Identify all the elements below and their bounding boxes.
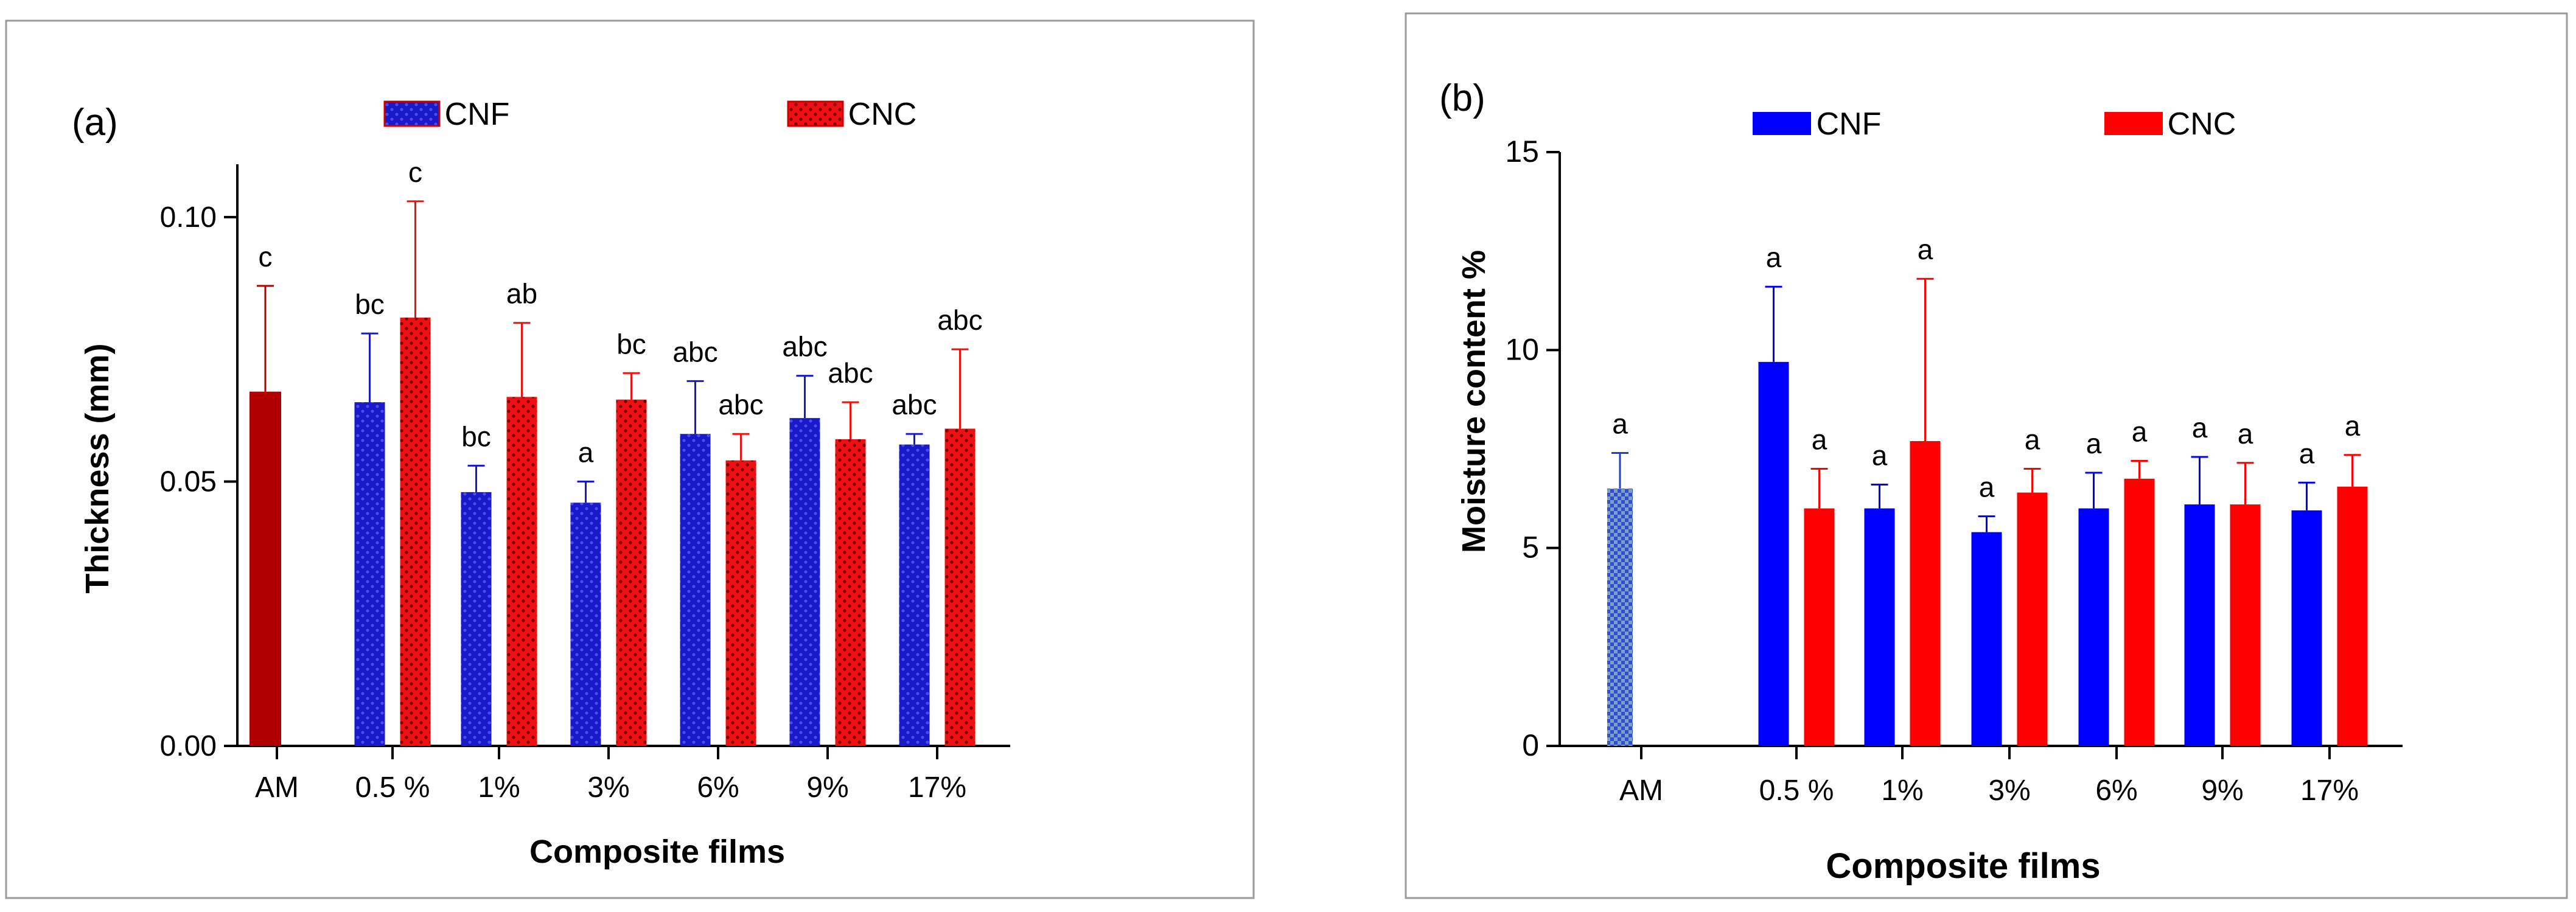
panel-a-y-axis-title: Thickness (mm) [79,343,116,593]
cnf-2-bar [1864,508,1895,746]
cnf-6-significance-label: abc [892,389,937,420]
x-tick-label: 3% [587,771,629,804]
legend-swatch-cnc [2104,112,2163,135]
legend-label-cnc: CNC [848,97,917,132]
cnc-6-bar [944,428,976,746]
control-am-significance-label: c [259,241,273,273]
panel-b-x-axis-title: Composite films [1826,846,2100,886]
cnf-5-significance-label: a [2192,412,2208,444]
cnc-1-bar [400,318,431,746]
cnc-1-bar [1804,508,1835,746]
x-tick-label: 1% [478,771,520,804]
x-tick-label: 1% [1881,775,1923,807]
cnf-5-bar [2184,504,2215,746]
panel-a-x-axis-title: Composite films [529,834,785,870]
cnf-2-significance-label: bc [461,420,491,452]
cnf-1-bar [1758,361,1789,746]
cnf-2-bar [461,492,492,746]
panel-a: (a) Thickness (mm) Composite films CNF CN… [5,19,1255,899]
cnf-3-significance-label: a [578,436,594,468]
legend-label-cnf: CNF [445,97,510,132]
cnc-5-significance-label: abc [828,357,873,389]
legend-swatch-cnc [787,100,844,127]
cnc-5-bar [835,439,866,746]
cnc-3-significance-label: bc [616,328,646,360]
x-tick-label: 17% [908,771,966,804]
cnf-1-significance-label: a [1766,242,1782,273]
cnc-1-significance-label: a [1812,424,1827,456]
cnf-3-bar [1971,532,2002,746]
cnf-6-significance-label: a [2299,437,2315,469]
cnc-6-bar [2337,486,2368,746]
cnc-4-significance-label: a [2132,416,2148,448]
cnc-3-bar [2017,492,2048,746]
cnf-6-bar [2291,510,2322,746]
legend-label-cnc: CNC [2168,106,2236,142]
y-tick-label: 0.00 [160,730,217,762]
cnf-4-bar [680,434,711,746]
cnf-5-bar [789,418,820,746]
x-tick-label: 6% [2095,775,2137,807]
cnf-4-bar [2078,508,2109,746]
cnf-1-bar [354,402,385,746]
y-tick-label: 0.05 [160,465,217,498]
legend-label-cnf: CNF [1817,106,1882,142]
legend-swatch-cnf [1753,112,1811,135]
panel-a-legend: CNF CNC [383,97,917,132]
cnf-1-significance-label: bc [355,288,385,320]
cnf-6-bar [899,444,930,746]
cnf-3-significance-label: a [1979,472,1995,503]
control-am-bar [1607,489,1633,746]
x-tick-label: 17% [2300,775,2359,807]
y-tick-label: 5 [1522,531,1539,565]
panel-b-axes: 0 5 10 15 AM 0.5 % 1% 3% 6% 9% 17% [1505,134,2403,807]
x-tick-label: 3% [1988,775,2030,807]
cnc-3-bar [616,399,647,746]
control-am-bar [250,391,281,746]
y-tick-label: 10 [1505,332,1539,366]
cnc-2-bar [506,397,537,746]
cnc-3-significance-label: a [2025,424,2040,456]
cnc-2-significance-label: a [1918,234,1933,265]
panel-a-frame [5,19,1255,899]
panel-a-label: (a) [72,102,118,144]
cnf-4-significance-label: abc [672,336,717,367]
y-tick-label: 0 [1522,728,1539,762]
cnc-4-significance-label: abc [718,389,763,420]
x-tick-label: AM [255,771,299,804]
cnc-5-bar [2230,504,2261,746]
cnf-5-significance-label: abc [782,331,827,363]
panel-b-legend: CNF CNC [1753,106,2236,142]
cnc-1-significance-label: c [408,156,422,188]
cnc-2-significance-label: ab [506,278,537,310]
panel-b: (b) Moisture content % Composite films C… [1405,12,2568,899]
x-tick-label: 9% [2201,775,2243,807]
x-tick-label: 0.5 % [1759,775,1834,807]
cnc-5-significance-label: a [2238,418,2253,450]
cnf-2-significance-label: a [1872,440,1888,472]
x-tick-label: 0.5 % [355,771,430,804]
x-tick-label: AM [1619,775,1663,807]
legend-swatch-cnf [383,100,441,127]
cnc-4-bar [2124,478,2155,746]
x-tick-label: 6% [697,771,739,804]
control-am-significance-label: a [1612,408,1628,440]
cnc-6-significance-label: a [2345,410,2361,442]
cnc-4-bar [725,460,756,746]
cnc-6-significance-label: abc [937,304,982,336]
cnf-3-bar [570,503,601,746]
cnf-4-significance-label: a [2086,428,2102,459]
panel-b-label: (b) [1439,77,1485,119]
cnc-2-bar [1910,440,1941,746]
x-tick-label: 9% [806,771,848,804]
panel-b-frame [1405,12,2568,899]
y-tick-label: 0.10 [160,201,217,234]
panel-a-axes: 0.00 0.05 0.10 AM 0.5 % 1% 3% 6% 9% 17% [160,164,1010,804]
panel-b-y-axis-title: Moisture content % [1456,250,1492,553]
y-tick-label: 15 [1505,134,1539,169]
